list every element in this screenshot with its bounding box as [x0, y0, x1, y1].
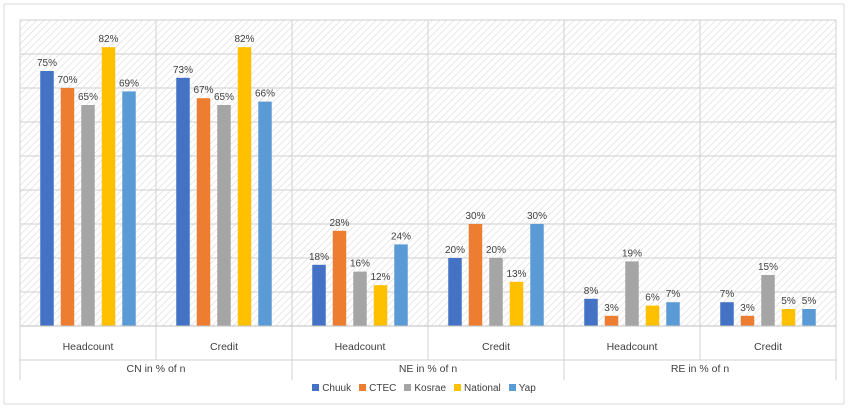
bar-ctec-re-credit: [740, 315, 755, 326]
category-label: Headcount: [63, 341, 114, 353]
data-label: 13%: [506, 269, 526, 280]
data-label: 75%: [37, 58, 57, 69]
bar-chuuk-ne-credit: [448, 258, 462, 326]
legend-label: National: [464, 383, 501, 394]
bar-national-ne-credit: [509, 281, 524, 326]
data-label: 20%: [486, 245, 506, 256]
data-label: 7%: [720, 289, 735, 300]
legend-item-chuuk: Chuuk: [312, 383, 351, 394]
legend-label: Yap: [518, 383, 536, 394]
category-axis: Headcount Credit CN in % of n Headcount Cred…: [19, 20, 837, 380]
bar-chuuk-re-credit: [720, 302, 734, 326]
data-label: 82%: [98, 34, 118, 45]
data-label: 5%: [781, 296, 796, 307]
legend-item-yap: Yap: [508, 383, 536, 394]
bar-kosrae-cn-credit: [217, 105, 231, 326]
data-label: 30%: [465, 211, 485, 222]
bar-ctec-cn-credit: [196, 98, 211, 326]
bar-yap-ne-credit: [530, 224, 544, 326]
data-label: 12%: [370, 272, 390, 283]
data-label: 70%: [57, 75, 77, 86]
data-label: 69%: [119, 78, 139, 89]
data-label: 19%: [622, 248, 642, 259]
legend-swatch: [359, 384, 367, 391]
category-label: Credit: [482, 341, 510, 353]
legend-item-ctec: CTEC: [359, 383, 396, 394]
bar-yap-cn-credit: [258, 101, 272, 326]
data-label: 66%: [255, 89, 275, 100]
bar-national-re-headcount: [645, 305, 660, 326]
group-label: NE in % of n: [399, 363, 458, 375]
bar-ctec-ne-headcount: [332, 230, 347, 326]
legend-swatch: [454, 384, 462, 391]
bar-ctec-cn-headcount: [60, 88, 75, 326]
bar-ctec-ne-credit: [468, 224, 483, 326]
bar-kosrae-re-credit: [761, 275, 775, 326]
group-label: RE in % of n: [671, 363, 730, 375]
data-label: 7%: [666, 289, 681, 300]
legend-swatch: [508, 384, 516, 391]
category-label: Credit: [210, 341, 238, 353]
bar-kosrae-ne-headcount: [353, 271, 367, 326]
bar-national-cn-headcount: [101, 47, 116, 326]
bars: [40, 47, 816, 327]
bar-chuuk-cn-headcount: [40, 71, 54, 326]
bar-chuuk-ne-headcount: [312, 264, 326, 326]
category-label: Credit: [754, 341, 782, 353]
data-label: 6%: [645, 293, 660, 304]
category-label: Headcount: [335, 341, 386, 353]
data-label: 3%: [740, 303, 755, 314]
data-label: 18%: [309, 252, 329, 263]
data-label: 65%: [214, 92, 234, 103]
legend: Chuuk CTEC Kosrae National Yap: [0, 383, 848, 394]
group-label: CN in % of n: [127, 363, 186, 375]
bar-yap-ne-headcount: [394, 244, 408, 326]
data-label: 16%: [350, 259, 370, 270]
data-label: 3%: [604, 303, 619, 314]
bar-chuuk-cn-credit: [176, 77, 190, 326]
bar-kosrae-cn-headcount: [81, 105, 95, 326]
data-label: 15%: [758, 262, 778, 273]
legend-label: Chuuk: [322, 383, 352, 394]
legend-label: Kosrae: [414, 383, 447, 394]
bar-chuuk-re-headcount: [584, 298, 598, 326]
data-label: 67%: [193, 85, 213, 96]
legend-label: CTEC: [369, 383, 397, 394]
bar-yap-re-credit: [802, 309, 816, 326]
legend-swatch: [404, 384, 412, 391]
value-labels: 75%70%65%82%69%73%67%65%82%66%18%28%16%1…: [37, 34, 816, 314]
data-label: 82%: [234, 34, 254, 45]
bar-national-re-credit: [781, 309, 796, 326]
data-label: 24%: [391, 231, 411, 242]
data-label: 73%: [173, 65, 193, 76]
bar-national-cn-credit: [237, 47, 252, 326]
data-label: 20%: [445, 245, 465, 256]
category-label: Headcount: [607, 341, 658, 353]
bar-yap-cn-headcount: [122, 91, 136, 327]
bar-yap-re-headcount: [666, 302, 680, 326]
legend-item-national: National: [454, 383, 501, 394]
data-label: 30%: [527, 211, 547, 222]
bar-kosrae-re-headcount: [625, 261, 639, 326]
data-label: 28%: [329, 218, 349, 229]
data-label: 65%: [78, 92, 98, 103]
bar-national-ne-headcount: [373, 285, 388, 326]
data-label: 8%: [584, 286, 599, 297]
legend-swatch: [312, 384, 320, 391]
bar-kosrae-ne-credit: [489, 258, 503, 326]
data-label: 5%: [802, 296, 817, 307]
bar-ctec-re-headcount: [604, 315, 619, 326]
legend-item-kosrae: Kosrae: [404, 383, 446, 394]
